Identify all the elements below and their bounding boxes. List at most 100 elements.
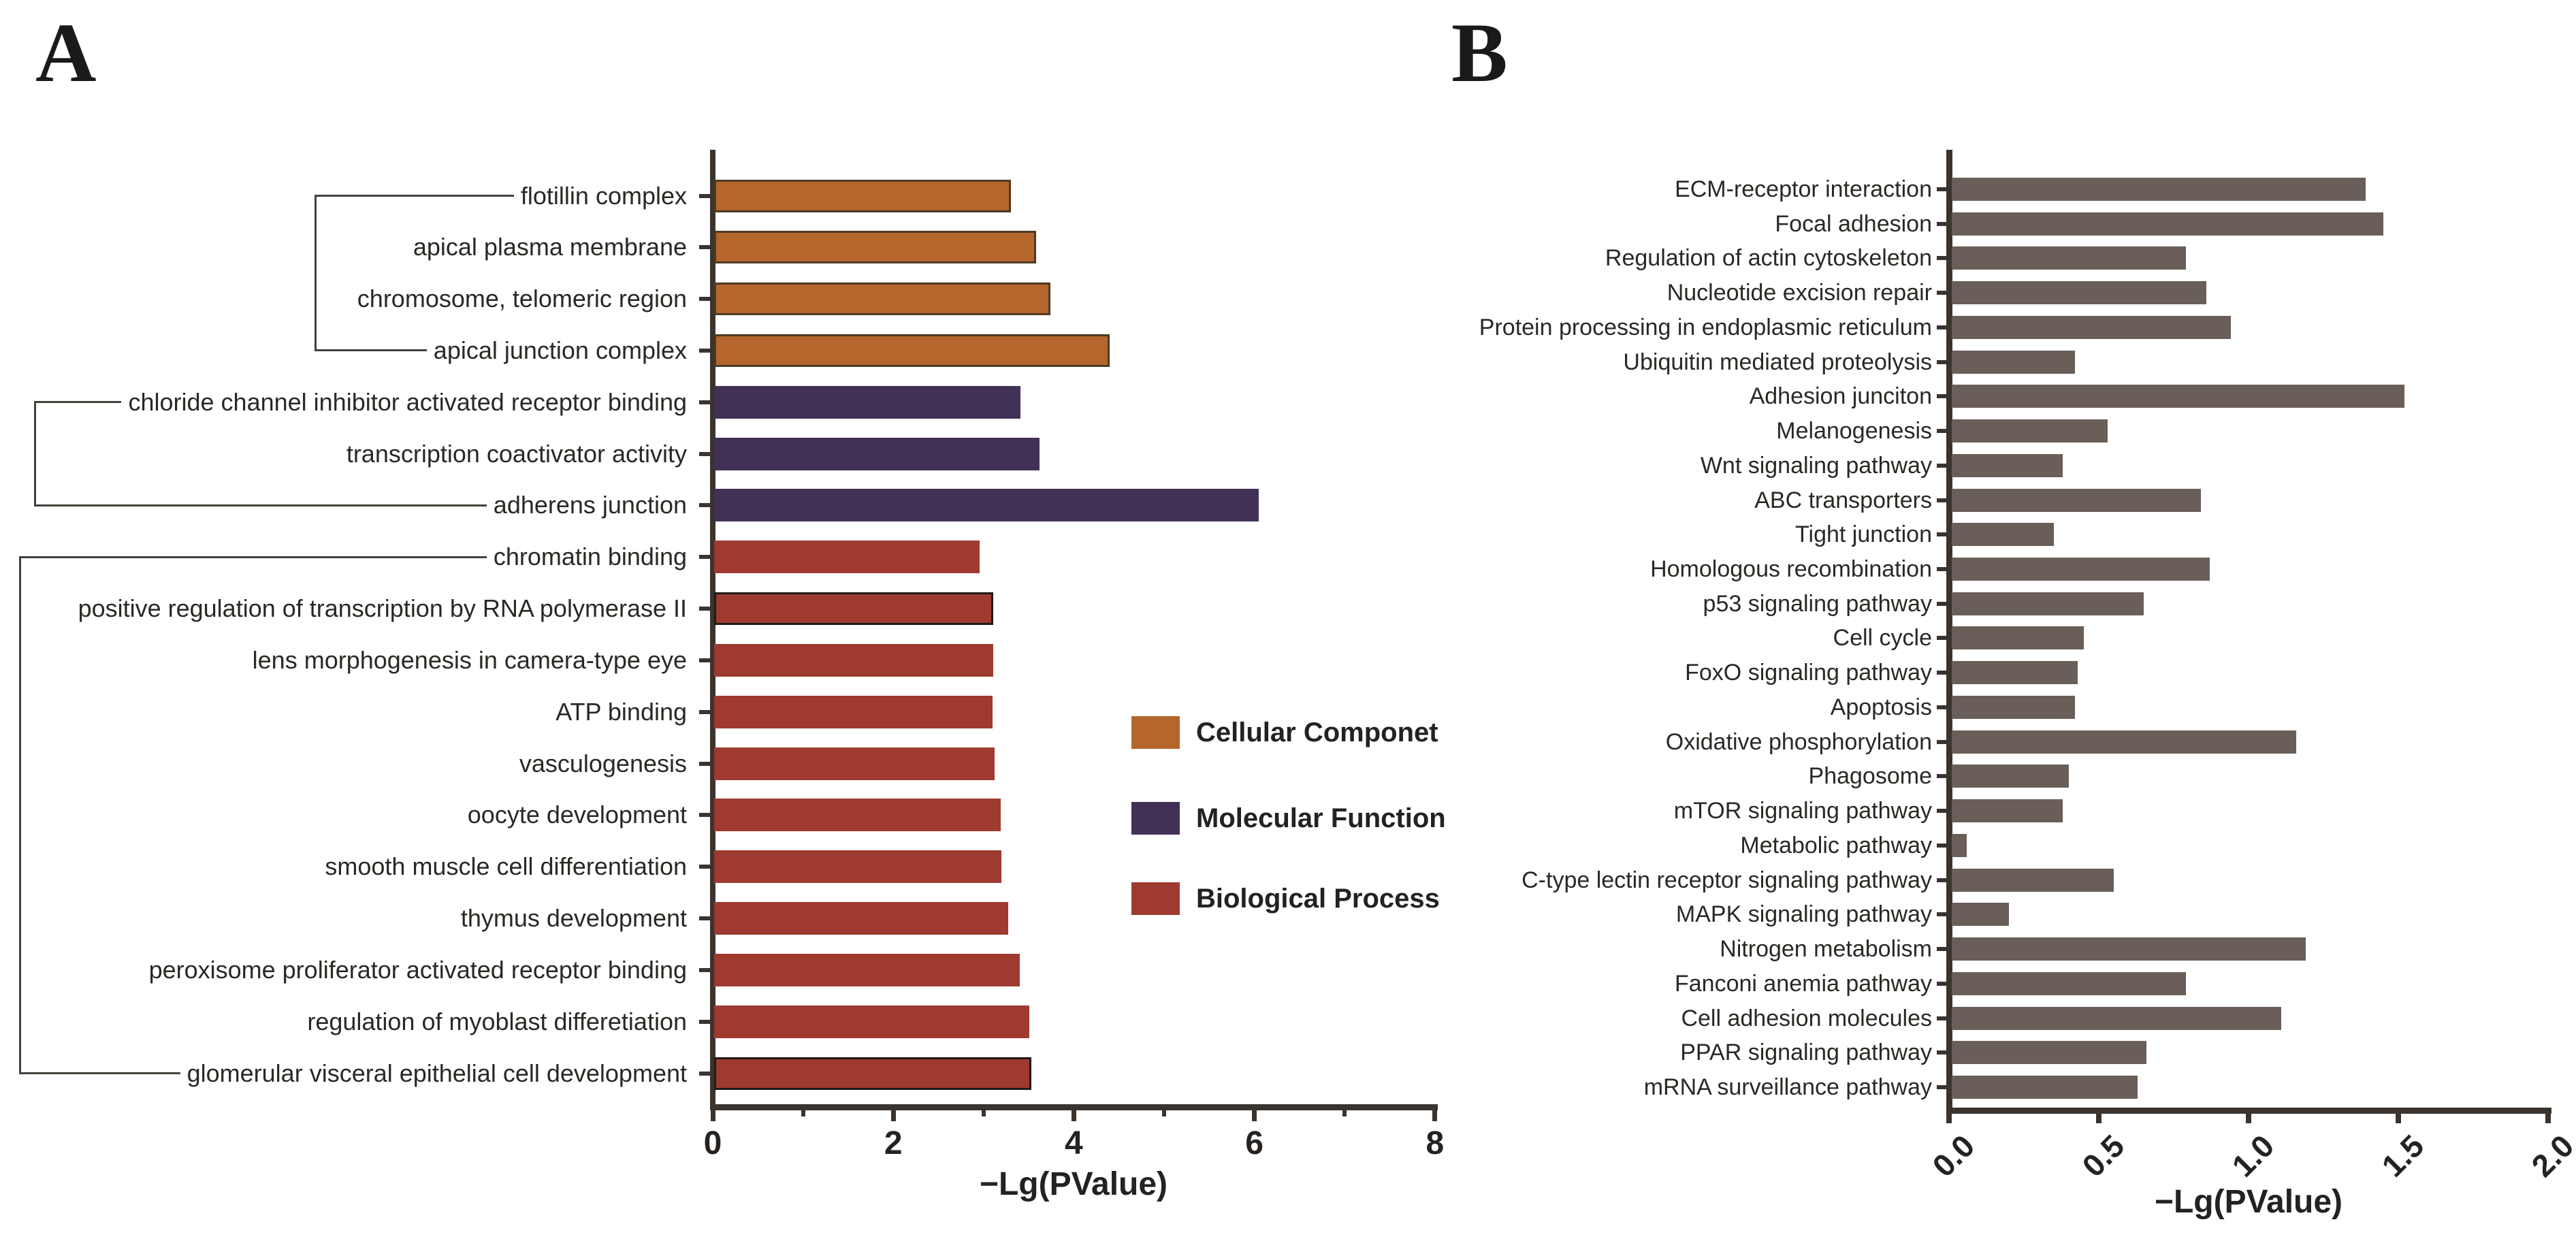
category-label: smooth muscle cell differentiation	[325, 852, 687, 881]
category-label: chloride channel inhibitor activated rec…	[128, 387, 687, 416]
category-label: Focal adhesion	[1775, 210, 1932, 237]
panel-b-y-tick	[1936, 1084, 1946, 1089]
panel-b-x-tick	[1946, 1114, 1952, 1123]
panel-b-y-tick	[1936, 912, 1946, 917]
panel-a-y-tick	[699, 503, 710, 508]
panel-b-y-tick	[1936, 359, 1946, 364]
panel-b-x-tick-label: 0.0	[1925, 1127, 1982, 1184]
category-label: oocyte development	[467, 801, 687, 829]
panel-b-y-tick	[1936, 394, 1946, 399]
panel-a-y-tick	[699, 607, 710, 611]
panel-a-y-tick	[699, 245, 710, 250]
bar	[714, 1005, 1030, 1038]
bar	[1952, 453, 2063, 477]
bar	[1952, 903, 2009, 927]
category-label: apical junction complex	[433, 336, 687, 364]
panel-a-x-tick	[1252, 1110, 1257, 1121]
bar	[1952, 971, 2186, 995]
panel-b-x-tick-label: 2.0	[2524, 1127, 2576, 1184]
category-label: flotillin complex	[520, 181, 687, 210]
panel-b-x-tick-label: 1.0	[2225, 1127, 2281, 1184]
legend-swatch-molecular-function-icon	[1131, 802, 1180, 835]
bar	[1952, 592, 2144, 615]
bar	[1952, 385, 2404, 408]
panel-b-x-tick	[2396, 1114, 2401, 1123]
panel-b-y-tick	[1936, 498, 1946, 502]
panel-b-y-tick	[1936, 878, 1946, 882]
bar	[1952, 523, 2054, 547]
panel-b-y-tick	[1936, 291, 1946, 295]
bar	[714, 231, 1036, 264]
panel-a-x-tick	[1071, 1110, 1076, 1121]
panel-a-x-minor-tick	[801, 1110, 805, 1116]
bar	[714, 283, 1050, 316]
panel-b-y-tick	[1936, 947, 1946, 952]
panel-a-y-tick	[699, 865, 710, 869]
bracket-connector-line	[19, 556, 487, 558]
panel-a-y-axis	[710, 150, 715, 1110]
category-label: Adhesion junciton	[1749, 383, 1932, 410]
bar	[714, 643, 994, 677]
category-label: PPAR signaling pathway	[1680, 1040, 1932, 1066]
bar	[1952, 765, 2069, 788]
bar	[714, 902, 1008, 935]
category-label: Cell cycle	[1833, 625, 1932, 651]
bar	[1952, 419, 2108, 443]
panel-b-x-tick	[2096, 1114, 2102, 1123]
category-label: apical plasma membrane	[413, 233, 687, 261]
panel-b-x-tick-label: 0.5	[2075, 1127, 2131, 1184]
bar	[1952, 937, 2306, 961]
category-label: chromosome, telomeric region	[357, 285, 687, 313]
panel-a-x-tick-label: 8	[1426, 1125, 1445, 1161]
bracket-vertical-line	[19, 556, 21, 1075]
bar	[1952, 730, 2297, 754]
panel-b-x-axis-label: −Lg(PValue)	[2154, 1184, 2343, 1220]
panel-a-x-tick-label: 2	[884, 1125, 903, 1161]
bar	[714, 179, 1011, 212]
panel-a-x-minor-tick	[981, 1110, 986, 1116]
category-label: Ubiquitin mediated proteolysis	[1623, 349, 1932, 375]
bar	[1952, 661, 2078, 685]
bar	[714, 592, 994, 626]
bar	[714, 695, 993, 728]
panel-b-y-tick	[1936, 671, 1946, 675]
category-label: C-type lectin receptor signaling pathway	[1522, 867, 1932, 893]
panel-b-y-axis	[1946, 150, 1952, 1114]
category-label: mTOR signaling pathway	[1673, 798, 1932, 824]
category-label: ATP binding	[556, 697, 687, 726]
legend-item-biological-process: Biological Process	[1131, 882, 1440, 915]
category-label: peroxisome proliferator activated recept…	[148, 955, 687, 984]
bar	[714, 489, 1259, 522]
category-label: Fanconi anemia pathway	[1674, 970, 1932, 997]
legend-swatch-biological-process-icon	[1131, 882, 1180, 915]
bar	[1952, 1041, 2147, 1065]
bar	[714, 747, 995, 780]
category-label: Cell adhesion molecules	[1681, 1005, 1932, 1031]
bar	[714, 541, 980, 574]
bar	[1952, 281, 2207, 305]
legend-label-molecular-function: Molecular Function	[1196, 803, 1446, 833]
panel-a-y-tick	[699, 348, 710, 353]
panel-b-y-tick	[1936, 601, 1946, 606]
category-label: positive regulation of transcription by …	[78, 594, 687, 623]
category-label: FoxO signaling pathway	[1685, 660, 1932, 686]
panel-b-y-tick	[1936, 636, 1946, 641]
panel-b-y-tick	[1936, 774, 1946, 779]
panel-a-y-tick	[699, 555, 710, 560]
category-label: Nitrogen metabolism	[1720, 936, 1932, 963]
panel-a-x-tick-label: 6	[1245, 1125, 1263, 1161]
bar	[1952, 1075, 2138, 1099]
category-label: Nucleotide excision repair	[1667, 280, 1932, 306]
bar	[1952, 695, 2075, 719]
category-label: ECM-receptor interaction	[1675, 176, 1932, 202]
panel-a-y-tick	[699, 297, 710, 302]
bar	[1952, 1006, 2282, 1030]
panel-a-x-axis-label: −Lg(PValue)	[979, 1166, 1168, 1202]
bracket-vertical-line	[315, 195, 317, 352]
panel-a-x-tick	[710, 1110, 715, 1121]
category-label: Metabolic pathway	[1740, 832, 1932, 858]
category-label: Melanogenesis	[1776, 418, 1932, 445]
category-label: Protein processing in endoplasmic reticu…	[1479, 314, 1932, 340]
category-label: MAPK signaling pathway	[1675, 901, 1932, 928]
